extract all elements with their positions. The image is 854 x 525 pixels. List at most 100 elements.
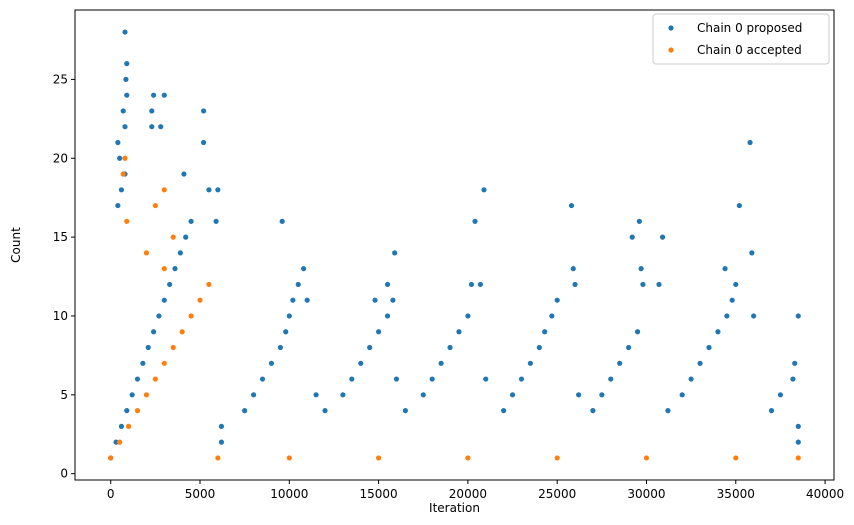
data-point (108, 455, 114, 461)
data-point (115, 202, 121, 209)
data-point (729, 297, 735, 303)
data-point (215, 455, 221, 461)
data-point (304, 297, 310, 303)
data-point (277, 344, 283, 351)
data-point (722, 266, 728, 272)
data-point (125, 423, 132, 429)
data-point (124, 92, 130, 98)
legend-label-proposed: Chain 0 proposed (697, 21, 802, 35)
data-point (536, 344, 542, 351)
data-point (465, 313, 471, 319)
data-point (438, 360, 444, 366)
data-point (124, 408, 130, 414)
data-point (549, 313, 555, 319)
data-point (643, 455, 650, 461)
data-point (751, 313, 757, 319)
data-point (206, 281, 212, 288)
legend: Chain 0 proposed Chain 0 accepted (652, 13, 830, 65)
data-point (372, 297, 378, 303)
data-point (300, 266, 307, 272)
data-point (250, 392, 257, 398)
data-point (213, 218, 219, 224)
data-point (393, 376, 400, 382)
data-point (120, 171, 126, 177)
data-point (206, 187, 212, 193)
data-point (188, 218, 194, 224)
data-point (736, 202, 742, 209)
data-point (122, 124, 128, 130)
data-point (215, 187, 221, 193)
data-point (384, 281, 391, 288)
data-point (790, 376, 796, 382)
data-point (200, 108, 207, 114)
plot-area (108, 29, 801, 461)
data-point (150, 329, 157, 335)
data-point (340, 392, 346, 398)
data-point (167, 281, 173, 288)
data-point (279, 218, 285, 224)
series-0 (108, 29, 801, 461)
data-point (477, 281, 483, 288)
data-point (483, 376, 489, 382)
data-point (152, 376, 158, 382)
data-point (527, 360, 534, 366)
data-point (733, 281, 739, 288)
data-point (554, 297, 560, 303)
data-point (179, 329, 185, 335)
data-point (724, 313, 730, 319)
data-point (118, 187, 125, 193)
y-axis: 0 5 10 15 20 25 (53, 72, 75, 481)
data-point (626, 344, 632, 351)
data-point (376, 455, 382, 461)
y-tick-label: 20 (53, 151, 68, 165)
data-point (768, 408, 775, 414)
data-point (349, 376, 355, 382)
data-point (634, 329, 641, 335)
data-point (384, 313, 391, 319)
data-point (181, 171, 187, 177)
data-point (143, 392, 150, 398)
x-tick-label: 25000 (538, 487, 576, 501)
data-point (149, 124, 155, 130)
data-point (172, 266, 178, 272)
data-point (420, 392, 426, 398)
data-point (197, 297, 203, 303)
data-point (295, 281, 301, 288)
data-point (161, 266, 167, 272)
data-point (120, 108, 126, 114)
series-1 (108, 155, 801, 461)
data-point (390, 297, 396, 303)
data-point (161, 297, 167, 303)
data-point (777, 392, 784, 398)
data-point (697, 360, 703, 366)
data-point (188, 313, 194, 319)
data-point (124, 218, 130, 224)
data-point (170, 344, 176, 351)
data-point (679, 392, 685, 398)
data-point (688, 376, 694, 382)
x-tick-label: 20000 (449, 487, 487, 501)
data-point (640, 281, 646, 288)
data-point (795, 455, 801, 461)
data-point (322, 408, 328, 414)
data-point (636, 218, 642, 224)
y-tick-label: 0 (60, 467, 68, 481)
data-point (542, 329, 548, 335)
data-point (638, 266, 644, 272)
data-point (286, 313, 292, 319)
data-point (113, 439, 119, 445)
data-point (286, 455, 292, 461)
data-point (158, 124, 164, 130)
legend-marker-proposed (668, 25, 674, 31)
data-point (468, 281, 475, 288)
x-axis: 0 5000 10000 15000 20000 25000 30000 35000 40000 (107, 480, 844, 501)
data-point (509, 392, 516, 398)
data-point (143, 250, 150, 256)
x-tick-label: 0 (107, 487, 115, 501)
data-point (392, 250, 398, 256)
data-point (733, 455, 739, 461)
data-point (376, 329, 382, 335)
data-point (568, 202, 575, 209)
data-point (150, 92, 157, 98)
